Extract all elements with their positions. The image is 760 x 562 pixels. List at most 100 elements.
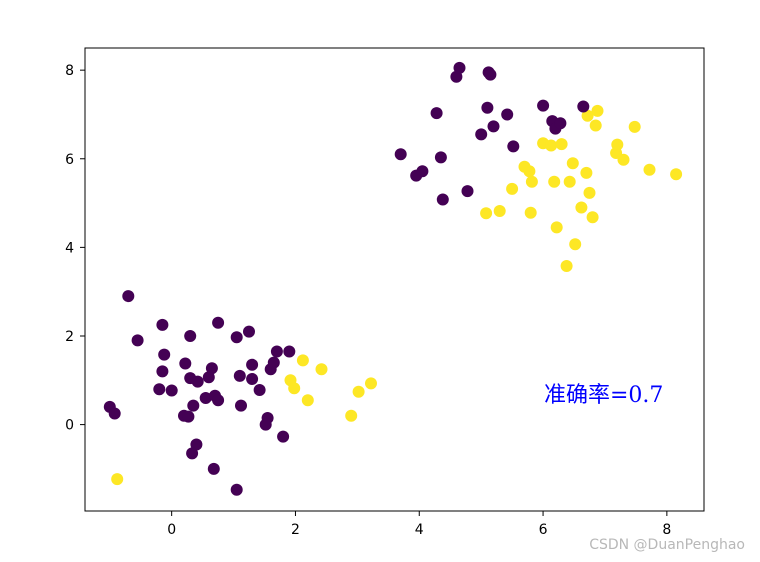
series-class-1 [111, 104, 683, 486]
point-class-1-35 [628, 120, 641, 133]
point-class-0-15 [182, 410, 195, 423]
point-class-0-54 [501, 108, 514, 121]
point-class-1-25 [575, 201, 588, 214]
point-class-1-21 [560, 260, 573, 272]
point-class-1-7 [352, 385, 365, 398]
point-class-0-36 [270, 345, 283, 358]
accuracy-annotation: 准确率=0.7 [544, 383, 663, 408]
point-class-1-36 [643, 163, 656, 176]
point-class-1-17 [545, 139, 558, 152]
point-class-0-60 [577, 100, 590, 113]
point-class-1-13 [523, 165, 536, 178]
point-class-0-39 [230, 483, 243, 496]
point-class-0-18 [199, 392, 212, 404]
point-class-0-0 [122, 290, 135, 303]
point-class-0-28 [243, 325, 255, 338]
point-class-1-26 [580, 166, 593, 179]
point-class-0-52 [484, 68, 497, 81]
point-class-0-47 [453, 61, 466, 74]
point-class-1-14 [525, 175, 538, 188]
point-class-0-27 [235, 399, 247, 412]
point-class-1-2 [288, 382, 301, 395]
point-class-1-34 [617, 153, 630, 166]
x-tick-label-1: 2 [291, 522, 300, 538]
y-tick-label-0: 0 [65, 418, 74, 434]
point-class-0-38 [283, 345, 296, 358]
point-class-1-27 [581, 109, 594, 122]
point-class-0-45 [436, 193, 449, 206]
x-tick-label-0: 0 [167, 522, 176, 538]
point-class-0-16 [190, 438, 203, 451]
point-class-0-59 [554, 117, 567, 130]
x-tick-label-2: 4 [415, 522, 424, 538]
series-class-0 [103, 61, 590, 496]
point-class-0-3 [108, 407, 121, 420]
point-class-1-33 [611, 138, 624, 151]
point-class-0-17 [186, 447, 199, 460]
point-class-1-30 [589, 119, 602, 132]
point-class-1-3 [296, 354, 309, 367]
point-class-0-1 [131, 334, 144, 347]
point-class-1-28 [583, 186, 596, 199]
y-tick-label-2: 4 [65, 240, 74, 256]
point-class-0-35 [267, 356, 280, 369]
point-class-1-8 [365, 377, 377, 390]
point-class-1-5 [315, 363, 328, 376]
point-class-0-7 [153, 383, 166, 396]
point-class-1-9 [480, 207, 493, 220]
point-class-1-6 [345, 409, 358, 422]
point-class-1-10 [493, 205, 506, 217]
point-class-0-44 [434, 151, 447, 164]
point-class-1-29 [586, 211, 599, 224]
point-class-0-56 [537, 99, 550, 112]
point-class-1-15 [524, 206, 537, 219]
point-class-0-13 [187, 399, 200, 412]
point-class-0-48 [461, 185, 474, 198]
point-class-0-9 [179, 357, 192, 370]
point-class-0-6 [156, 365, 169, 378]
x-axis: 0 2 4 6 8 [167, 511, 671, 538]
point-class-1-18 [548, 175, 561, 188]
point-class-0-37 [277, 430, 290, 443]
y-tick-label-1: 2 [65, 329, 74, 345]
point-class-0-12 [191, 375, 204, 388]
point-class-1-4 [301, 394, 314, 407]
point-class-0-4 [156, 318, 169, 331]
point-class-1-31 [591, 104, 604, 117]
point-class-0-26 [233, 369, 246, 382]
point-class-1-24 [569, 238, 582, 251]
x-tick-label-3: 6 [539, 522, 548, 538]
point-class-0-29 [246, 358, 259, 371]
point-class-1-22 [563, 175, 576, 188]
y-tick-label-4: 8 [65, 63, 74, 79]
point-class-1-37 [670, 168, 683, 181]
point-class-0-43 [430, 107, 443, 120]
point-class-0-33 [259, 418, 272, 431]
point-class-0-8 [165, 384, 178, 397]
point-class-0-20 [205, 362, 218, 375]
point-class-0-22 [212, 394, 225, 407]
point-class-1-0 [111, 473, 124, 486]
point-class-0-31 [253, 384, 266, 396]
point-class-1-11 [506, 182, 519, 195]
point-class-0-49 [475, 128, 488, 141]
x-tick-label-4: 8 [662, 522, 671, 538]
point-class-0-55 [507, 140, 520, 153]
point-class-0-50 [481, 101, 494, 114]
point-class-0-23 [212, 316, 225, 329]
point-class-0-42 [416, 165, 429, 178]
watermark: CSDN @DuanPenghao [589, 537, 745, 553]
point-class-0-10 [184, 330, 197, 342]
y-axis: 0 2 4 6 8 [65, 63, 85, 434]
point-class-0-25 [230, 331, 243, 344]
point-class-1-19 [550, 221, 563, 234]
point-class-0-5 [158, 348, 171, 361]
point-class-0-53 [487, 120, 500, 133]
y-tick-label-3: 6 [65, 152, 74, 168]
point-class-0-30 [246, 373, 259, 385]
point-class-0-40 [394, 148, 407, 161]
plot-frame [84, 47, 705, 512]
point-class-1-20 [555, 138, 568, 151]
point-class-1-23 [566, 157, 579, 170]
